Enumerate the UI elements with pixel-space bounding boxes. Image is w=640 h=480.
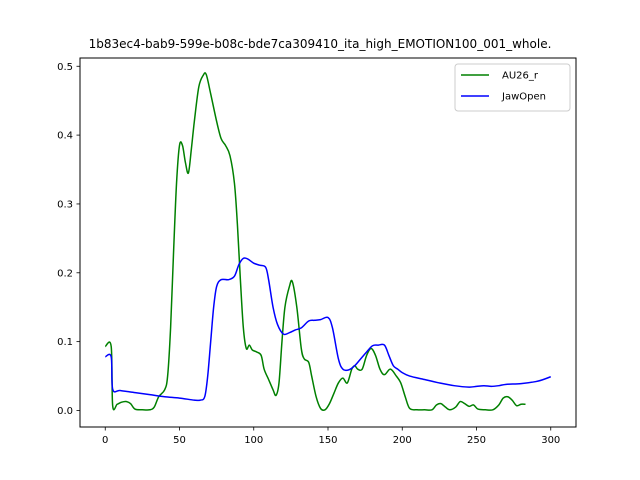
- series-line-au26-r: [104, 72, 526, 412]
- x-tick-label: 50: [173, 435, 186, 446]
- series-layer: [104, 72, 552, 412]
- plot-area: 0 50 100 150 200 250 300 0.0 0.1 0.2 0.3 0.4 0.5: [57, 57, 577, 446]
- y-axis: 0.0 0.1 0.2 0.3 0.4 0.5: [57, 62, 80, 417]
- y-tick-label: 0.0: [57, 406, 73, 417]
- x-tick-label: 0: [102, 435, 108, 446]
- chart-title: 1b83ec4-bab9-599e-b08c-bde7ca309410_ita_…: [89, 37, 552, 51]
- legend-label: JawOpen: [501, 92, 546, 103]
- legend: AU26_r JawOpen: [454, 63, 571, 112]
- legend-label: AU26_r: [502, 71, 539, 82]
- x-tick-label: 300: [541, 435, 560, 446]
- x-tick-label: 100: [244, 435, 263, 446]
- series-line-jawopen: [104, 257, 552, 402]
- y-tick-label: 0.1: [57, 337, 73, 348]
- x-tick-label: 200: [393, 435, 412, 446]
- x-tick-label: 250: [467, 435, 486, 446]
- y-tick-label: 0.4: [57, 131, 73, 142]
- y-tick-label: 0.2: [57, 268, 73, 279]
- y-tick-label: 0.3: [57, 199, 73, 210]
- x-tick-label: 150: [318, 435, 337, 446]
- x-axis: 0 50 100 150 200 250 300: [102, 427, 560, 446]
- y-tick-label: 0.5: [57, 62, 73, 73]
